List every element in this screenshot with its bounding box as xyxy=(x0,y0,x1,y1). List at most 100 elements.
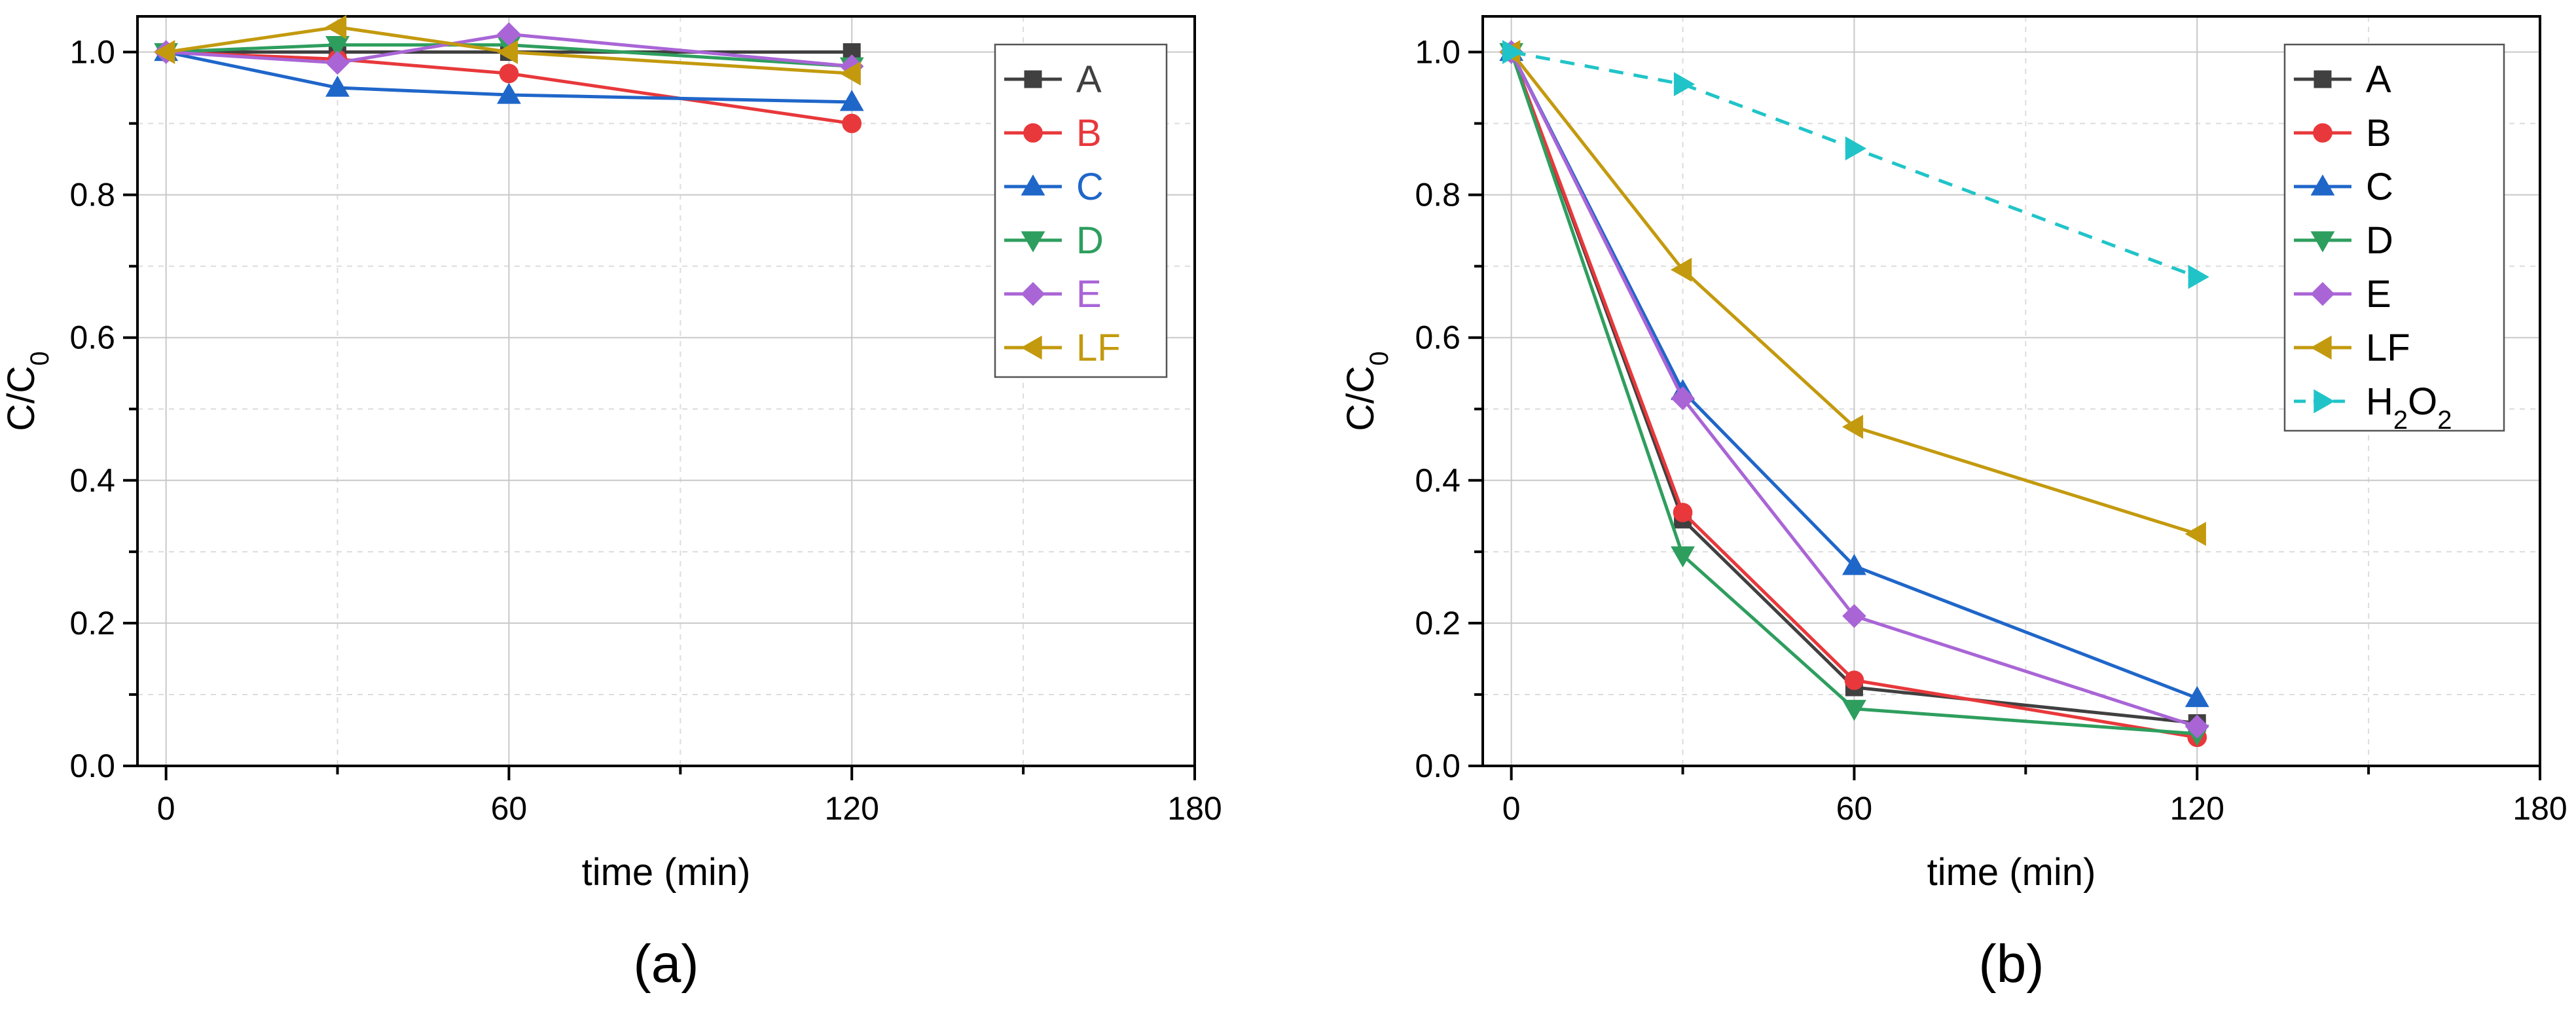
legend-marker xyxy=(2310,335,2332,360)
series-group xyxy=(154,14,864,134)
data-point xyxy=(1841,414,1864,439)
y-tick-label: 0.4 xyxy=(1415,462,1460,499)
legend-marker xyxy=(2313,70,2332,88)
data-point xyxy=(2185,522,2206,547)
legend-label: B xyxy=(2366,112,2391,154)
x-tick-label: 180 xyxy=(2513,790,2567,827)
data-point xyxy=(1670,257,1692,282)
legend-item: LF xyxy=(2294,327,2410,369)
y-axis-title: C/C0 xyxy=(0,351,54,431)
series-line xyxy=(1510,51,2198,739)
data-point xyxy=(154,40,175,64)
panel-label: (a) xyxy=(633,934,698,994)
x-tick-label: 0 xyxy=(157,790,175,827)
data-point xyxy=(1673,72,1696,97)
legend-label: E xyxy=(1076,273,1102,316)
data-point xyxy=(1842,554,1866,575)
series-line xyxy=(166,25,852,75)
legend-item: A xyxy=(1004,58,1102,101)
data-point xyxy=(2185,714,2209,739)
legend-item: B xyxy=(2294,112,2391,154)
legend-label: D xyxy=(1076,219,1104,262)
x-tick-label: 60 xyxy=(1836,790,1873,827)
legend-item: LF xyxy=(1004,327,1121,369)
y-tick-label: 0.0 xyxy=(69,748,115,784)
x-axis-title: time (min) xyxy=(1927,851,2096,894)
legend-label: A xyxy=(2366,58,2391,101)
legend-marker xyxy=(1021,174,1045,196)
data-point xyxy=(325,50,350,75)
y-axis-title: C/C0 xyxy=(1339,351,1394,431)
data-point xyxy=(1502,40,1524,64)
legend-box xyxy=(994,43,1168,378)
legend-marker xyxy=(1024,70,1042,88)
legend-item: H2O2 xyxy=(2294,380,2452,435)
plot-frame xyxy=(1481,15,2541,767)
data-point xyxy=(1844,670,1864,690)
x-tick-label: 120 xyxy=(2169,790,2224,827)
data-point xyxy=(325,14,347,39)
series-line xyxy=(1511,50,2198,279)
x-axis-title: time (min) xyxy=(582,851,751,894)
legend-item: C xyxy=(2294,166,2393,208)
legend-marker xyxy=(2313,389,2335,414)
y-tick-label: 0.0 xyxy=(1415,748,1460,784)
legend-item: E xyxy=(1004,273,1102,316)
legend-label: LF xyxy=(1076,327,1121,369)
data-point xyxy=(839,90,864,111)
legend-item: C xyxy=(1004,166,1104,208)
legend-marker xyxy=(2310,174,2335,196)
legend-label: A xyxy=(1076,58,1102,101)
x-tick-label: 0 xyxy=(1502,790,1521,827)
legend-label: H2O2 xyxy=(2366,380,2452,435)
x-tick-label: 180 xyxy=(1167,790,1222,827)
y-tick-label: 0.8 xyxy=(1415,177,1460,213)
y-tick-label: 0.2 xyxy=(69,605,115,642)
data-point xyxy=(497,82,521,104)
legend-marker xyxy=(1021,335,1042,360)
legend-label: D xyxy=(2366,219,2393,262)
x-tick-label: 60 xyxy=(491,790,528,827)
series-line xyxy=(1510,51,2198,736)
data-point xyxy=(839,61,861,86)
series-line xyxy=(1510,50,2198,535)
legend-item: D xyxy=(1004,219,1104,262)
series-h xyxy=(1502,40,2209,289)
legend-item: D xyxy=(2294,219,2393,262)
data-point xyxy=(1845,136,1866,161)
legend-item: A xyxy=(2294,58,2391,101)
legend-item: B xyxy=(1004,112,1102,154)
data-point xyxy=(2188,264,2209,289)
axes: 0 60 120 180 0.0 0.2 0.4 0.6 0.8 1.0 xyxy=(69,34,1222,827)
legend-marker xyxy=(1021,231,1045,253)
series-line xyxy=(166,43,852,68)
panel-label: (b) xyxy=(1978,934,2044,994)
y-tick-label: 1.0 xyxy=(1415,34,1460,71)
series-lf xyxy=(154,14,861,86)
data-point xyxy=(1673,503,1693,522)
y-tick-label: 0.6 xyxy=(69,319,115,356)
legend-marker xyxy=(2313,123,2332,143)
y-tick-label: 0.8 xyxy=(69,177,115,213)
legend-label: C xyxy=(1076,166,1104,208)
data-point xyxy=(496,40,518,64)
legend-marker xyxy=(1023,123,1043,143)
legend-item: E xyxy=(2294,273,2391,316)
plot-frame xyxy=(136,15,1196,767)
data-point xyxy=(1671,546,1695,568)
legend-marker xyxy=(2310,281,2335,306)
series-line xyxy=(166,32,852,68)
y-tick-label: 1.0 xyxy=(69,34,115,71)
data-point xyxy=(499,63,519,84)
series-line xyxy=(1510,51,2198,729)
x-tick-label: 120 xyxy=(824,790,879,827)
legend-label: C xyxy=(2366,166,2393,208)
data-point xyxy=(325,75,350,97)
panel-a-chart: 0 60 120 180 0.0 0.2 0.4 0.6 0.8 1.0 time (min) C/C… xyxy=(0,14,1222,994)
series-group xyxy=(1499,39,2209,748)
data-point xyxy=(1671,386,1695,410)
panel-b-chart: 0 60 120 180 0.0 0.2 0.4 0.6 0.8 1.0 time (min) C/C… xyxy=(1339,15,2567,994)
